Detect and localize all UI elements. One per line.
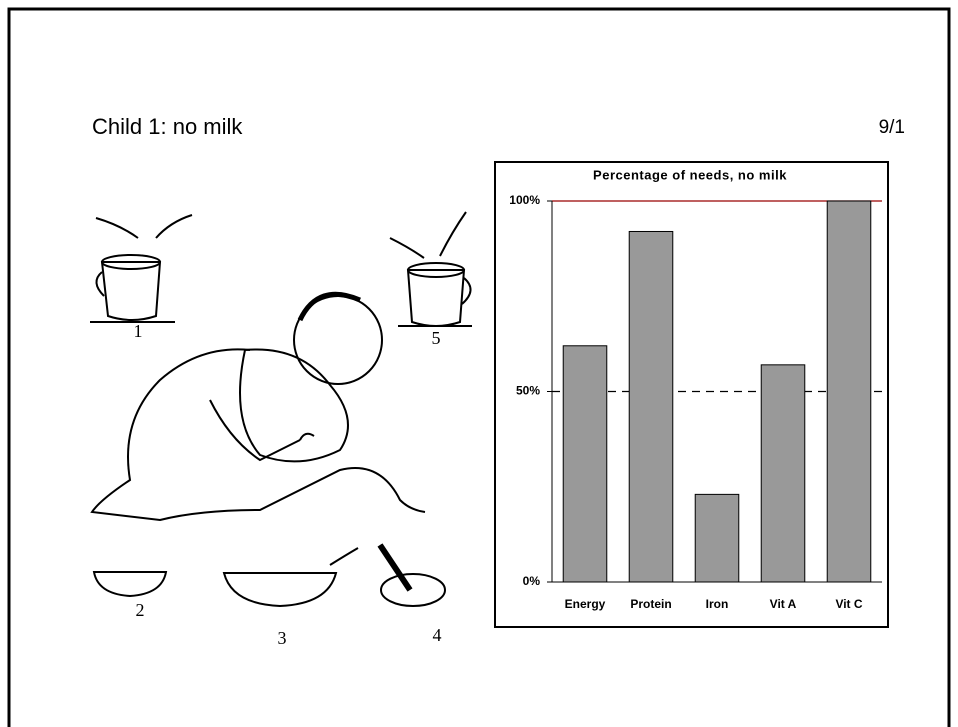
y-tick-label: 100% <box>509 193 540 207</box>
y-tick-label: 0% <box>523 574 541 588</box>
child-arm <box>209 399 301 462</box>
spoons <box>389 211 467 259</box>
item-label: 3 <box>278 628 287 648</box>
item-label: 1 <box>134 321 143 341</box>
x-tick-label: Vit C <box>835 597 862 611</box>
plate <box>380 573 446 607</box>
cup-handle <box>461 277 472 305</box>
child-hair <box>297 291 361 322</box>
child-body <box>90 348 426 522</box>
spoons <box>95 214 193 239</box>
slide-title: Child 1: no milk <box>92 114 243 139</box>
chart-frame <box>494 161 889 628</box>
bowl <box>92 571 168 598</box>
bar <box>628 230 674 583</box>
x-tick-label: Iron <box>706 597 729 611</box>
cup-handle <box>95 271 105 297</box>
bar <box>826 200 872 583</box>
cup-rim <box>101 254 161 270</box>
cup <box>100 261 162 321</box>
y-tick-label: 50% <box>516 384 540 398</box>
page-number: 9/1 <box>879 117 905 138</box>
x-tick-label: Vit A <box>770 597 797 611</box>
cup <box>406 269 466 327</box>
child-bib <box>239 348 349 463</box>
x-tick-label: Energy <box>565 597 606 611</box>
spoon <box>299 432 315 441</box>
bowl <box>222 572 338 608</box>
bar <box>694 493 740 583</box>
bar <box>562 345 608 583</box>
chart-title: Percentage of needs, no milk <box>593 167 787 182</box>
item-label: 2 <box>136 600 145 620</box>
illustration <box>90 211 472 608</box>
chart: Percentage of needs, no milk 0% 50% 100% En… <box>494 161 889 628</box>
x-tick-label: Protein <box>630 597 671 611</box>
illustration-labels: 1 5 2 3 4 <box>134 321 442 648</box>
item-label: 4 <box>433 625 442 645</box>
bar <box>760 364 806 583</box>
knife <box>377 543 413 592</box>
cup-rim <box>407 262 465 278</box>
item-label: 5 <box>432 328 441 348</box>
slide-border <box>7 7 951 727</box>
spoon <box>329 547 359 566</box>
